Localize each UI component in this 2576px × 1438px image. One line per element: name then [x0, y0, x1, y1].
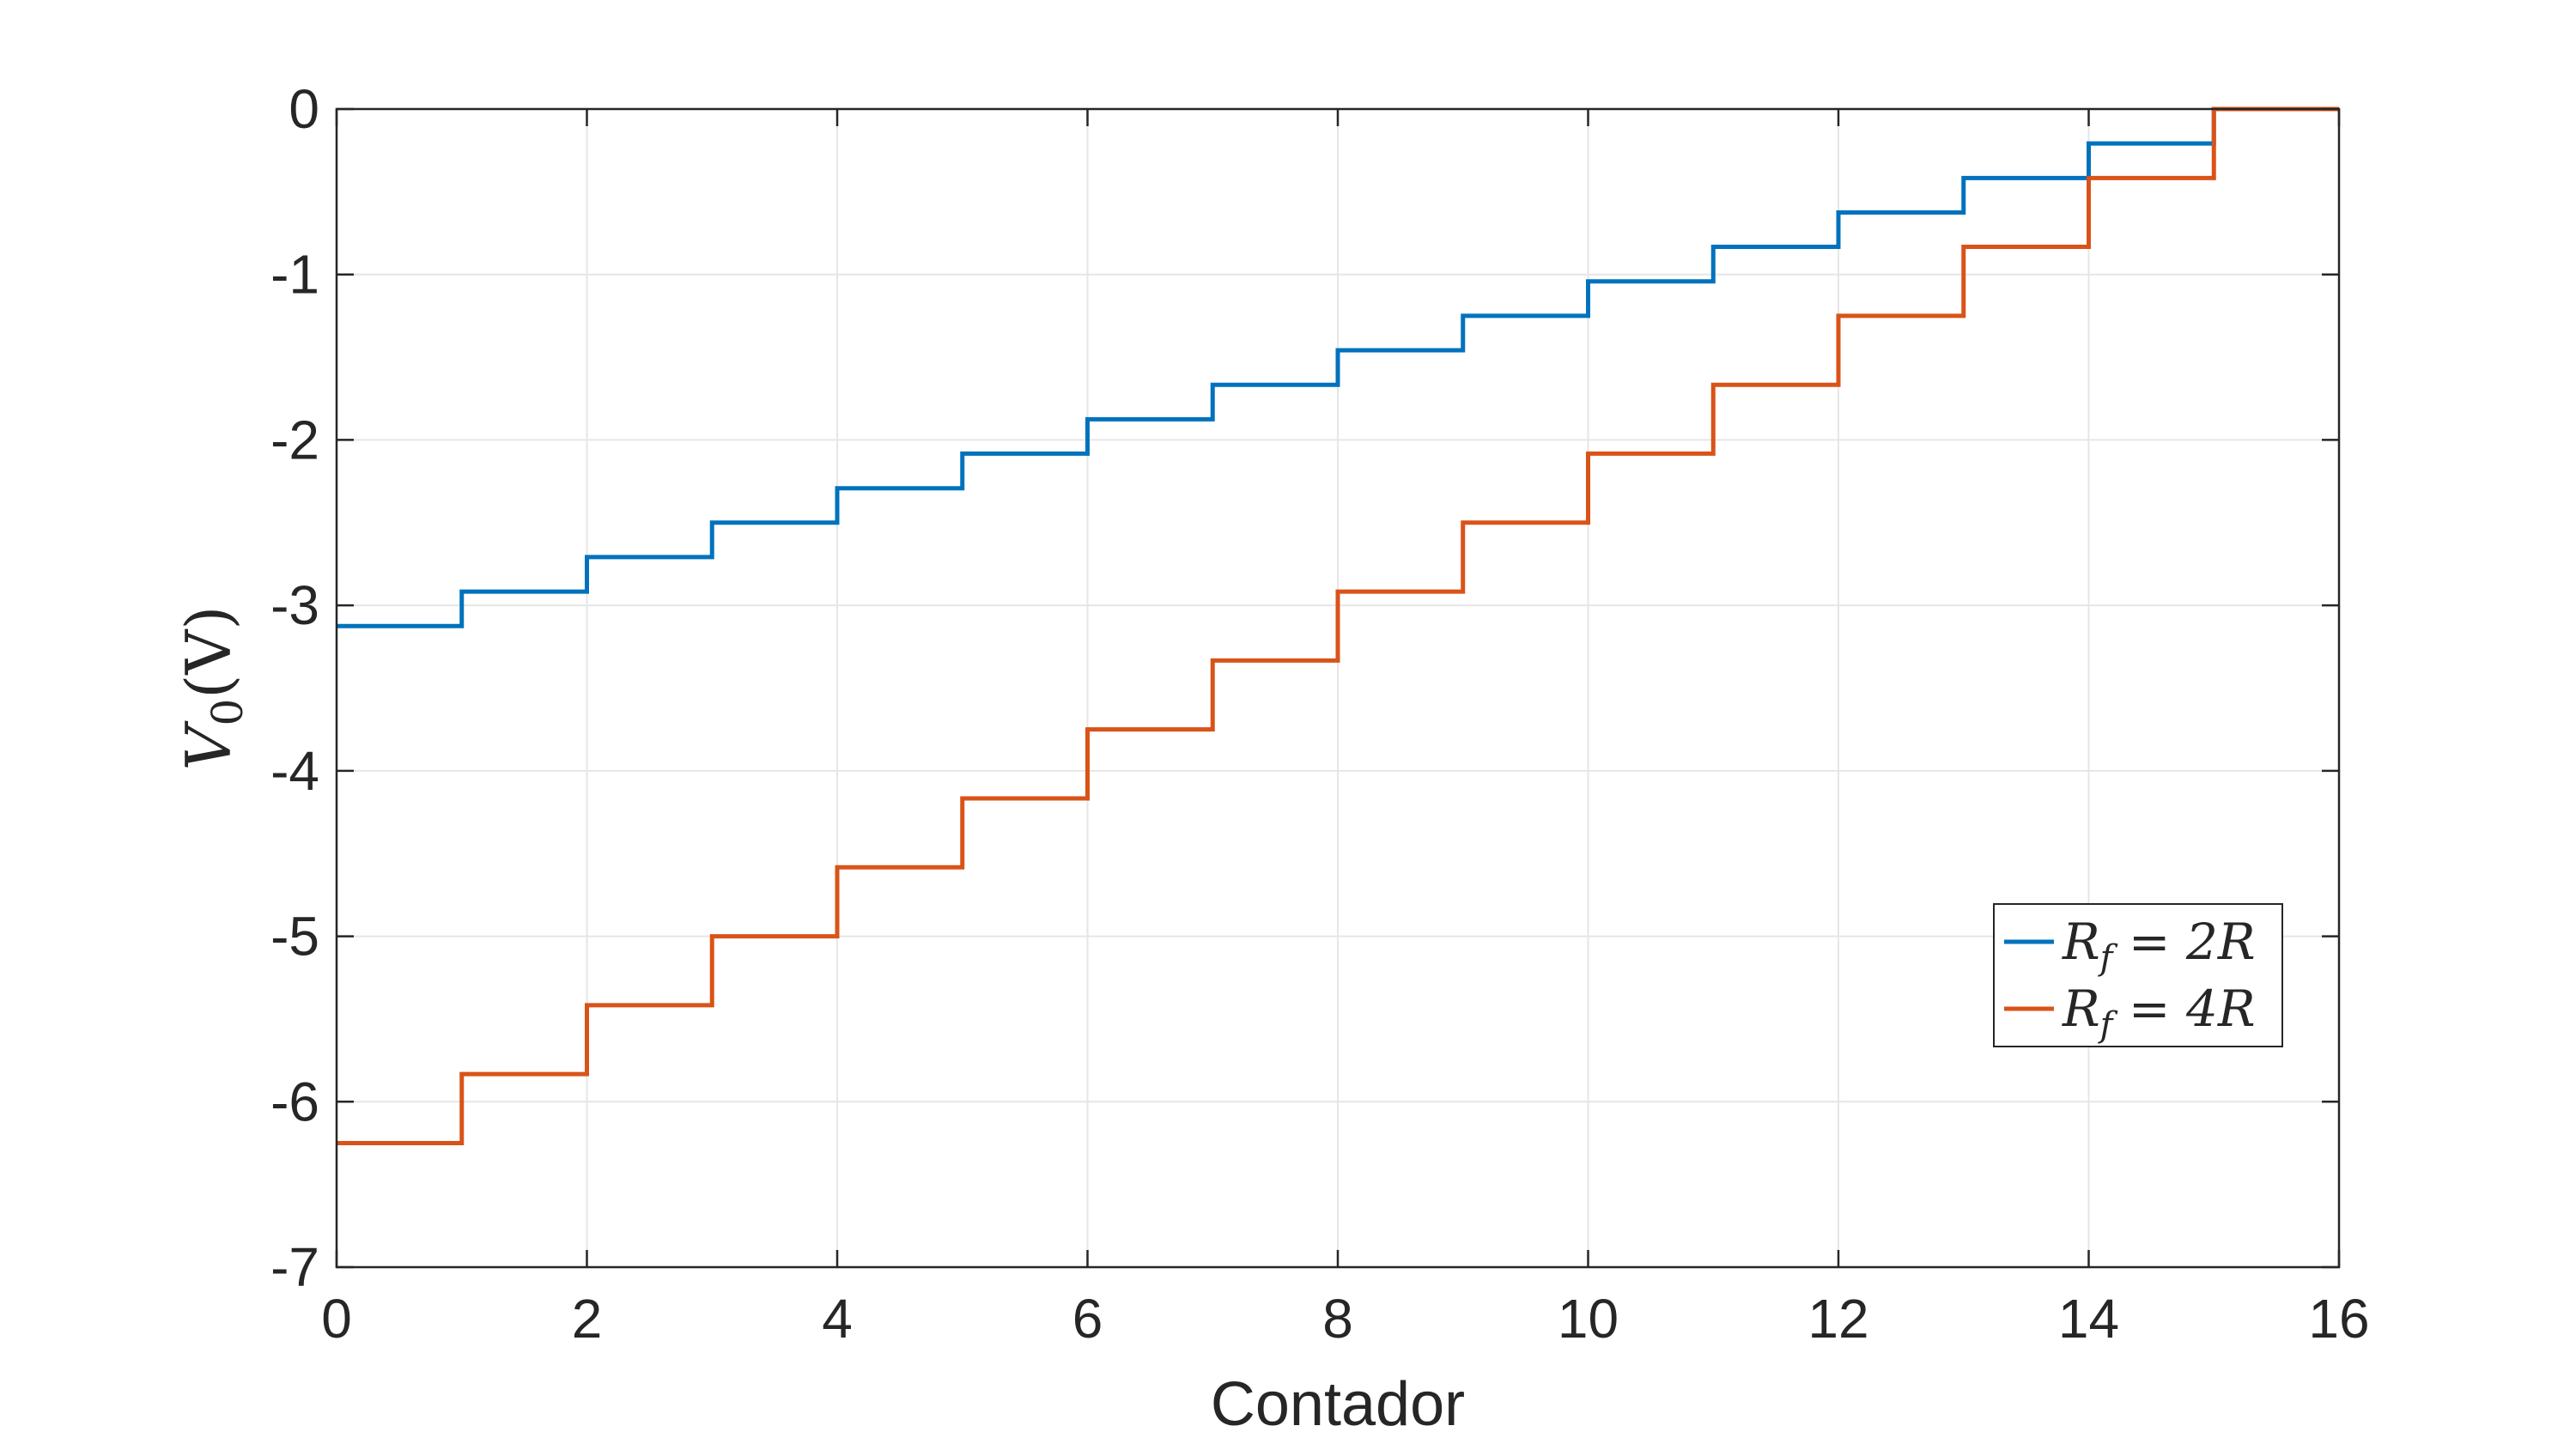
series-line-1: [337, 106, 2339, 628]
x-tick-label: 16: [2308, 1288, 2369, 1350]
y-tick-label: -7: [270, 1236, 319, 1298]
x-tick-label: 2: [572, 1288, 603, 1350]
series-layer: [337, 106, 2339, 1145]
y-axis-label-subscript: 0: [203, 699, 252, 726]
y-tick-label: -3: [270, 574, 319, 636]
grid: [336, 108, 2340, 1268]
legend-box: [1993, 903, 2283, 1047]
x-tick-label: 12: [1807, 1288, 1868, 1350]
y-tick-label: -6: [270, 1071, 319, 1132]
x-tick-labels: 0 2 4 6 8 10 12 14 16: [321, 1288, 2369, 1350]
series-line-2: [337, 106, 2339, 1145]
y-tick-label: -4: [270, 740, 319, 802]
x-tick-label: 0: [321, 1288, 352, 1350]
y-tick-label: 0: [289, 78, 319, 140]
x-tick-label: 10: [1558, 1288, 1619, 1350]
y-tick-label: -5: [270, 906, 319, 968]
y-tick-label: -2: [270, 409, 319, 470]
x-tick-label: 8: [1322, 1288, 1353, 1350]
x-tick-label: 6: [1072, 1288, 1103, 1350]
x-tick-label: 14: [2058, 1288, 2119, 1350]
legend-label-2: Rf = 4R: [2062, 980, 2256, 1045]
y-tick-label: -1: [270, 244, 319, 306]
y-axis-label-symbol: V: [173, 720, 245, 771]
legend-label-1: Rf = 2R: [2062, 913, 2256, 978]
axes: [335, 107, 2341, 1269]
y-axis-label-unit: (V): [173, 606, 245, 699]
y-axis-label: V0(V): [173, 606, 252, 771]
x-tick-label: 4: [822, 1288, 853, 1350]
x-axis-label: Contador: [1211, 1370, 1465, 1438]
y-tick-labels: 0 -1 -2 -3 -4 -5 -6 -7: [270, 78, 319, 1298]
